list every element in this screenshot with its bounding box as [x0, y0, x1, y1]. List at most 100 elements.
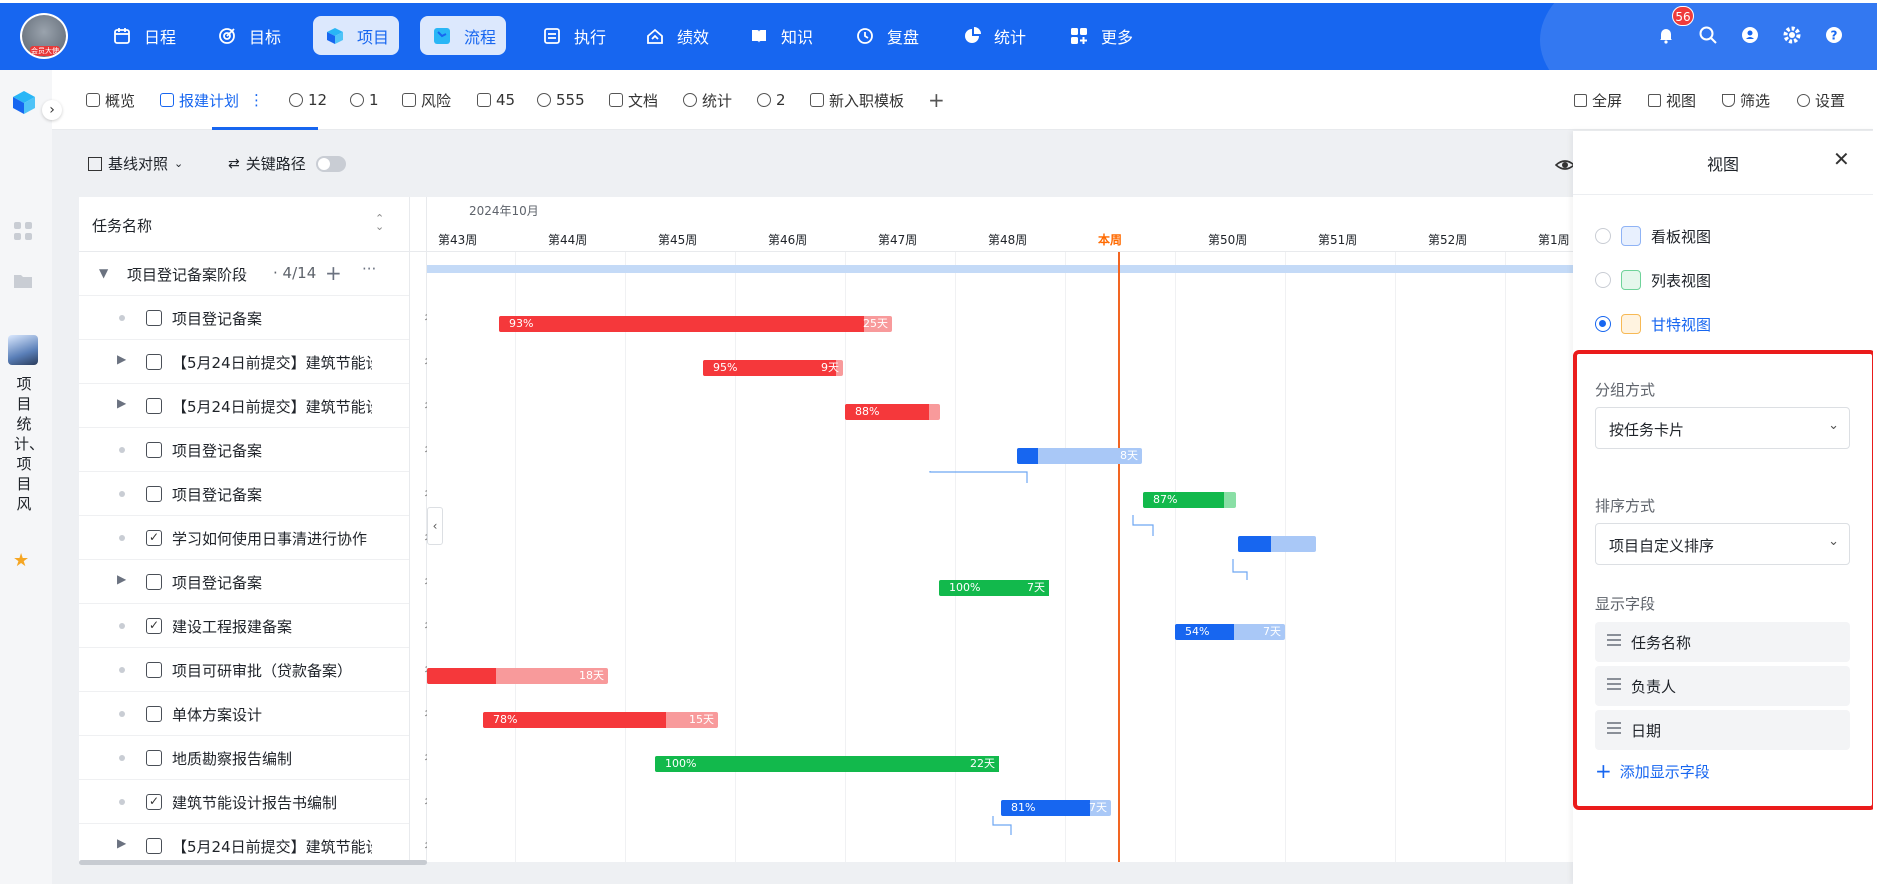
star-icon[interactable]: ★ — [13, 550, 30, 571]
drag-handle-icon[interactable] — [1607, 678, 1621, 693]
gear-icon[interactable] — [1781, 24, 1803, 46]
group-row[interactable]: ▼ 项目登记备案阶段 · 4/14 + ··· — [79, 252, 409, 296]
settings-button[interactable]: 设置 — [1797, 90, 1845, 111]
task-row[interactable]: 项目登记备案 — [79, 472, 409, 516]
task-row[interactable]: ✓ 建设工程报建备案 — [79, 604, 409, 648]
add-display-field-button[interactable]: + 添加显示字段 — [1595, 759, 1710, 783]
gantt-bar[interactable]: 100% 22天 — [655, 756, 999, 772]
task-row[interactable]: 项目登记备案 — [79, 296, 409, 340]
checkbox[interactable] — [146, 750, 162, 766]
task-row[interactable]: ▶ 【5月24日前提交】建筑节能设计 — [79, 824, 409, 868]
gantt-bar[interactable]: 54% 7天 — [1175, 624, 1285, 640]
gantt-bar[interactable]: 81% 7天 — [1001, 800, 1111, 816]
project-cube-icon[interactable] — [10, 88, 38, 116]
view-option-list[interactable]: 列表视图 — [1595, 269, 1711, 291]
gantt-bar[interactable]: 100% 7天 — [939, 580, 1049, 596]
checkbox[interactable] — [146, 354, 162, 370]
tab-build-plan[interactable]: 报建计划 ⋮ — [160, 90, 264, 110]
nav-item-flow[interactable]: 流程 — [420, 16, 506, 55]
expand-caret-icon[interactable]: ▶ — [117, 836, 127, 850]
task-row[interactable]: ▶ 项目登记备案 — [79, 560, 409, 604]
radio-kanban[interactable] — [1595, 228, 1611, 244]
radio-list[interactable] — [1595, 272, 1611, 288]
nav-item-review[interactable]: 复盘 — [843, 16, 923, 55]
task-row[interactable]: 项目登记备案 — [79, 428, 409, 472]
filter-button[interactable]: 筛选 — [1722, 90, 1770, 111]
add-task-icon[interactable]: + — [325, 261, 342, 285]
checkbox[interactable] — [146, 838, 162, 854]
critical-path-control[interactable]: ⇄ 关键路径 — [228, 153, 346, 174]
more-dots-icon[interactable]: ··· — [362, 260, 377, 278]
tab-1[interactable]: 1 — [350, 90, 379, 110]
tab-2[interactable]: 2 — [757, 90, 786, 110]
collapse-caret-icon[interactable]: ▼ — [99, 266, 109, 280]
search-icon[interactable] — [1697, 24, 1719, 46]
display-field-item[interactable]: 负责人 — [1595, 666, 1850, 706]
fullscreen-button[interactable]: 全屏 — [1574, 90, 1622, 111]
critical-path-toggle[interactable] — [315, 155, 346, 172]
user-avatar[interactable]: 会员大使 — [20, 13, 68, 59]
tab-more-icon[interactable]: ⋮ — [249, 91, 265, 109]
view-option-kanban[interactable]: 看板视图 — [1595, 225, 1711, 247]
task-row[interactable]: 地质勘察报告编制 — [79, 736, 409, 780]
close-icon[interactable]: ✕ — [1833, 147, 1850, 171]
nav-item-schedule[interactable]: 日程 — [100, 16, 180, 55]
nav-item-performance[interactable]: 绩效 — [633, 16, 713, 55]
expand-caret-icon[interactable]: ▶ — [117, 572, 127, 586]
tab-555[interactable]: 555 — [537, 90, 585, 110]
nav-item-statistics[interactable]: 统计 — [950, 16, 1030, 55]
nav-item-more[interactable]: 更多 — [1057, 16, 1137, 55]
nav-item-projects[interactable]: 项目 — [313, 16, 399, 55]
checkbox[interactable] — [146, 398, 162, 414]
gantt-bar[interactable]: 8天 — [1017, 448, 1142, 464]
nav-item-knowledge[interactable]: 知识 — [737, 16, 817, 55]
display-field-item[interactable]: 日期 — [1595, 710, 1850, 750]
checkbox[interactable] — [146, 662, 162, 678]
baseline-compare-dropdown[interactable]: 基线对照 ⌄ — [88, 153, 183, 174]
task-row[interactable]: ✓ 学习如何使用日事清进行协作 — [79, 516, 409, 560]
checkbox[interactable] — [146, 310, 162, 326]
gantt-bar[interactable] — [1238, 536, 1316, 552]
view-option-gantt[interactable]: 甘特视图 — [1595, 313, 1711, 335]
project-thumbnail[interactable] — [8, 335, 38, 365]
bell-icon[interactable] — [1655, 24, 1677, 46]
gantt-bar[interactable]: 87% — [1143, 492, 1236, 508]
gantt-bar[interactable]: 93% 25天 — [499, 316, 892, 332]
checkbox-checked[interactable]: ✓ — [146, 794, 162, 810]
drag-handle-icon[interactable] — [1607, 722, 1621, 737]
tab-docs[interactable]: 文档 — [609, 90, 658, 110]
task-name-column-header[interactable]: 任务名称 — [92, 217, 153, 235]
view-button[interactable]: 视图 — [1648, 90, 1696, 111]
checkbox-checked[interactable]: ✓ — [146, 618, 162, 634]
group-by-select[interactable]: 按任务卡片 ⌄ — [1595, 407, 1850, 449]
task-row[interactable]: 项目可研审批（贷款备案） — [79, 648, 409, 692]
expand-caret-icon[interactable]: ▶ — [117, 352, 127, 366]
sort-icon[interactable]: ⌃ ⌄ — [375, 212, 385, 233]
horizontal-scrollbar[interactable] — [79, 860, 427, 865]
drag-handle-icon[interactable] — [1607, 634, 1621, 649]
gantt-bar[interactable]: 78% 15天 — [483, 712, 718, 728]
checkbox[interactable] — [146, 486, 162, 502]
help-icon[interactable]: ? — [1823, 24, 1845, 46]
task-row[interactable]: ▶ 【5月24日前提交】建筑节能设计 — [79, 340, 409, 384]
tab-risk[interactable]: 风险 — [402, 90, 451, 110]
checkbox-checked[interactable]: ✓ — [146, 530, 162, 546]
add-tab-button[interactable]: + — [928, 88, 945, 112]
display-field-item[interactable]: 任务名称 — [1595, 622, 1850, 662]
task-row[interactable]: ▶ 【5月24日前提交】建筑节能设计 — [79, 384, 409, 428]
checkbox[interactable] — [146, 442, 162, 458]
nav-item-execute[interactable]: 执行 — [530, 16, 610, 55]
user-circle-icon[interactable] — [1739, 24, 1761, 46]
expand-caret-icon[interactable]: ▶ — [117, 396, 127, 410]
nav-item-goals[interactable]: 目标 — [205, 16, 285, 55]
tab-statistics[interactable]: 统计 — [683, 90, 732, 110]
gantt-bar[interactable]: 18天 — [427, 668, 608, 684]
folder-icon[interactable] — [12, 270, 34, 292]
tab-onboarding-template[interactable]: 新入职模板 — [810, 90, 904, 110]
gantt-bar[interactable]: 95% 9天 — [703, 360, 843, 376]
expand-rail-chevron-icon[interactable]: › — [42, 100, 62, 120]
sort-by-select[interactable]: 项目自定义排序 ⌄ — [1595, 523, 1850, 565]
checkbox[interactable] — [146, 574, 162, 590]
eye-icon[interactable] — [1554, 155, 1576, 175]
task-row[interactable]: 单体方案设计 — [79, 692, 409, 736]
